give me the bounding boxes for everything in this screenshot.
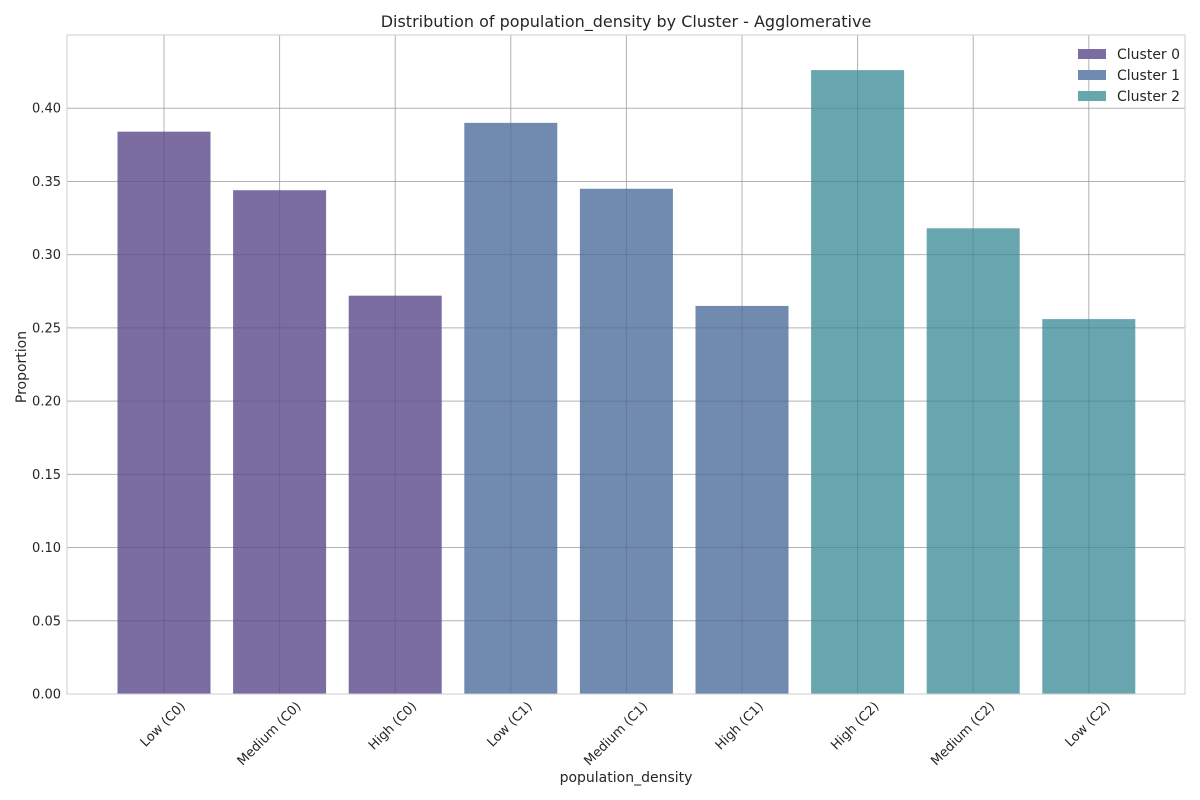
y-tick-label: 0.40 bbox=[32, 102, 61, 117]
bar bbox=[464, 122, 558, 694]
bar bbox=[695, 305, 789, 694]
chart-title: Distribution of population_density by Cl… bbox=[381, 12, 872, 32]
y-tick-label: 0.10 bbox=[32, 541, 61, 556]
legend-swatch bbox=[1078, 49, 1106, 59]
x-tick-label: Low (C2) bbox=[1063, 699, 1114, 750]
y-tick-label: 0.05 bbox=[32, 614, 61, 629]
legend-swatch bbox=[1078, 91, 1106, 101]
y-tick-label: 0.35 bbox=[32, 175, 61, 190]
legend-label: Cluster 0 bbox=[1117, 47, 1180, 63]
y-axis-label: Proportion bbox=[14, 331, 30, 403]
legend-label: Cluster 1 bbox=[1117, 68, 1180, 84]
x-tick-label: Medium (C2) bbox=[928, 699, 998, 769]
bar bbox=[579, 188, 673, 694]
x-tick-label: Low (C1) bbox=[485, 699, 536, 750]
y-tick-label: 0.20 bbox=[32, 395, 61, 410]
bar bbox=[233, 190, 327, 694]
bar bbox=[348, 295, 442, 694]
x-axis-label: population_density bbox=[560, 770, 693, 786]
y-tick-label: 0.15 bbox=[32, 468, 61, 483]
bar bbox=[811, 70, 905, 694]
y-tick-label: 0.25 bbox=[32, 321, 61, 336]
bars bbox=[67, 35, 1185, 695]
x-tick-label: Low (C0) bbox=[138, 699, 189, 750]
legend-swatch bbox=[1078, 70, 1106, 80]
x-tick-label: High (C2) bbox=[828, 699, 882, 753]
y-tick-label: 0.00 bbox=[32, 688, 61, 703]
x-tick-label: High (C0) bbox=[366, 699, 420, 753]
y-axis-ticks: 0.00 0.05 0.10 0.15 0.20 0.25 0.30 0.35 0.40 bbox=[32, 102, 61, 703]
bar bbox=[926, 228, 1020, 694]
legend-label: Cluster 2 bbox=[1117, 89, 1180, 105]
x-tick-label: Medium (C0) bbox=[235, 699, 305, 769]
bar bbox=[117, 131, 211, 695]
x-axis-ticks: Low (C0) Medium (C0) High (C0) Low (C1) Medi… bbox=[138, 699, 1114, 769]
y-tick-label: 0.30 bbox=[32, 248, 61, 263]
legend: Cluster 0 Cluster 1 Cluster 2 bbox=[1078, 47, 1180, 105]
bar bbox=[1042, 319, 1136, 694]
x-tick-label: Medium (C1) bbox=[582, 699, 652, 769]
plot-frame bbox=[66, 34, 1186, 695]
x-tick-label: High (C1) bbox=[713, 699, 767, 753]
